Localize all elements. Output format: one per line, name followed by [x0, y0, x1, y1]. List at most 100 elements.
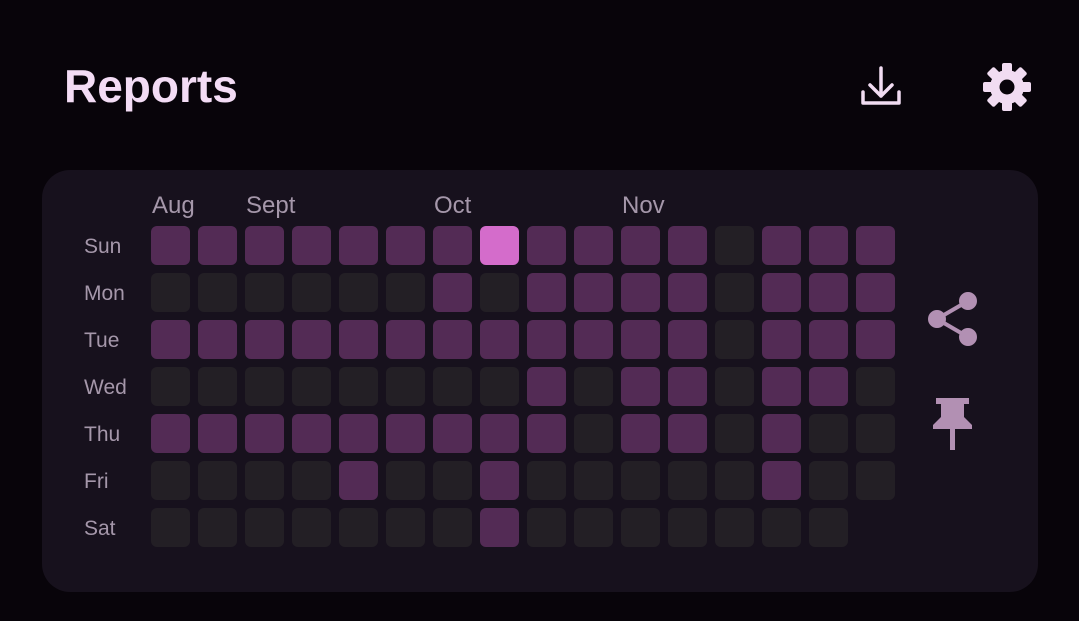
day-cell [621, 508, 660, 547]
day-cell [480, 508, 519, 547]
day-cell [809, 461, 848, 500]
month-label: Oct [434, 192, 472, 219]
day-cell [339, 320, 378, 359]
day-cell [856, 414, 895, 453]
day-cell [245, 414, 284, 453]
day-cell [762, 461, 801, 500]
month-label: Sept [246, 192, 296, 219]
day-cell [715, 508, 754, 547]
day-cell [198, 414, 237, 453]
day-cell [292, 320, 331, 359]
month-label: Nov [622, 192, 665, 219]
day-cell [668, 414, 707, 453]
day-cell [292, 367, 331, 406]
day-cell [433, 414, 472, 453]
day-cell [151, 414, 190, 453]
day-cell [339, 414, 378, 453]
day-cell [621, 414, 660, 453]
day-label: Sat [84, 517, 116, 540]
day-cell [715, 367, 754, 406]
day-label: Mon [84, 282, 125, 305]
day-label: Sun [84, 235, 121, 258]
day-cell [480, 320, 519, 359]
day-cell [715, 273, 754, 312]
day-cell [339, 367, 378, 406]
day-cell [292, 226, 331, 265]
day-cell [527, 320, 566, 359]
day-cell [386, 508, 425, 547]
day-label: Thu [84, 423, 120, 446]
day-cell [433, 320, 472, 359]
day-label: Fri [84, 470, 109, 493]
download-arrow [868, 66, 894, 98]
day-cell [292, 414, 331, 453]
day-cell [715, 226, 754, 265]
share-dot [959, 292, 977, 310]
day-cell [198, 226, 237, 265]
month-label: Aug [152, 192, 195, 219]
day-cell [574, 367, 613, 406]
day-cell [245, 273, 284, 312]
pin-head [933, 398, 972, 429]
day-cell [386, 320, 425, 359]
day-cell [527, 226, 566, 265]
day-cell [527, 414, 566, 453]
day-cell [574, 461, 613, 500]
download-button[interactable] [861, 66, 901, 105]
day-cell [433, 226, 472, 265]
gear-hole [999, 79, 1015, 95]
pin-button[interactable] [933, 398, 972, 450]
settings-button[interactable] [983, 63, 1031, 111]
day-cell [715, 461, 754, 500]
day-cell [245, 508, 284, 547]
day-cell [245, 461, 284, 500]
day-cell [480, 226, 519, 265]
day-cell [386, 367, 425, 406]
day-cell [668, 461, 707, 500]
day-cell [339, 273, 378, 312]
share-dot [928, 310, 946, 328]
day-cell [809, 414, 848, 453]
day-cell [339, 461, 378, 500]
day-cell [715, 414, 754, 453]
day-cell [527, 367, 566, 406]
day-cell [292, 273, 331, 312]
day-cell [668, 320, 707, 359]
day-cell [762, 508, 801, 547]
day-cell [386, 273, 425, 312]
day-cell [621, 273, 660, 312]
day-cell [433, 508, 472, 547]
day-cell [198, 273, 237, 312]
day-cell [762, 367, 801, 406]
day-cell [527, 461, 566, 500]
day-cell [198, 367, 237, 406]
day-cell [762, 226, 801, 265]
day-cell [762, 414, 801, 453]
day-cell [339, 226, 378, 265]
day-cell [339, 508, 378, 547]
share-dot [959, 328, 977, 346]
day-label: Wed [84, 376, 127, 399]
day-cell [198, 320, 237, 359]
download-tray [861, 90, 901, 105]
day-cell [527, 273, 566, 312]
day-cell [574, 414, 613, 453]
day-cell [762, 320, 801, 359]
day-cell [198, 461, 237, 500]
day-cell [198, 508, 237, 547]
day-cell [480, 273, 519, 312]
day-cell [245, 320, 284, 359]
day-cell [433, 367, 472, 406]
day-cell [292, 508, 331, 547]
day-cell [668, 508, 707, 547]
day-cell [480, 461, 519, 500]
day-cell [856, 320, 895, 359]
heatmap: Aug Sept Oct Nov Sun Mon Tue Wed Thu Fri Sat [84, 192, 895, 547]
day-cell [809, 320, 848, 359]
share-button[interactable] [928, 292, 977, 346]
day-cell [527, 508, 566, 547]
day-cell [151, 226, 190, 265]
day-cell [668, 273, 707, 312]
day-cell [574, 273, 613, 312]
